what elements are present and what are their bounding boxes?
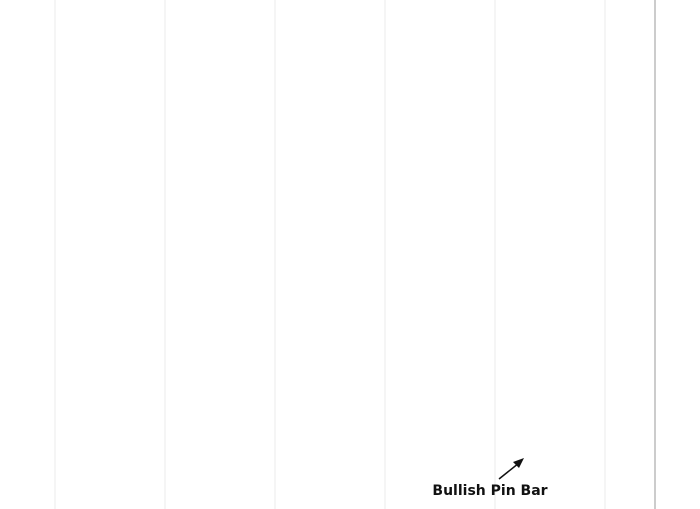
- arrow-head: [513, 458, 524, 468]
- vertical-grid: [54, 0, 606, 509]
- annotation-arrow: [498, 458, 524, 480]
- arrow-shaft: [498, 462, 520, 480]
- annotation: Bullish Pin Bar: [432, 483, 547, 499]
